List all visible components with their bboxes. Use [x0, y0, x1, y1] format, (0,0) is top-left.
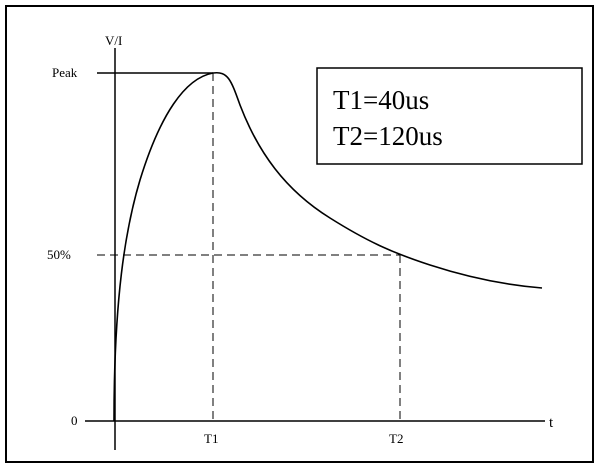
half-level-label: 50% [47, 247, 71, 262]
x-axis-label: t [549, 415, 554, 431]
t2-label: T2 [389, 431, 403, 446]
parameter-t2: T2=120us [333, 121, 443, 151]
waveform-curve [113, 71, 543, 422]
y-axis-label: V/I [105, 33, 122, 48]
peak-label: Peak [52, 65, 78, 80]
zero-label: 0 [71, 413, 78, 428]
outer-frame [5, 5, 594, 463]
t1-label: T1 [204, 431, 218, 446]
parameter-box [316, 67, 583, 165]
parameter-t1: T1=40us [333, 85, 429, 115]
